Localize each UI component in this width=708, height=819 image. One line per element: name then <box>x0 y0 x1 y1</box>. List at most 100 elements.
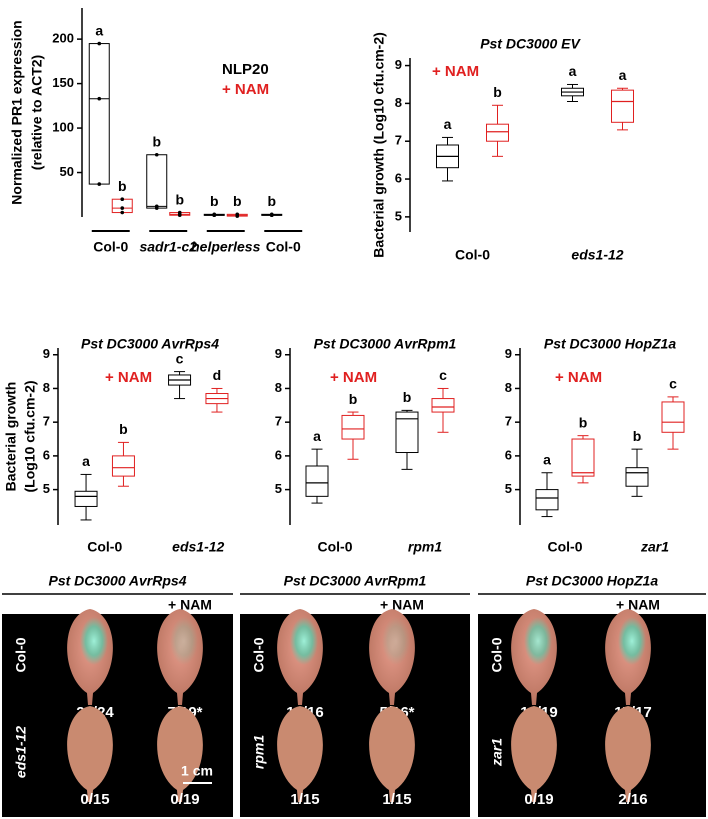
legend-label: + NAM <box>432 63 479 80</box>
leaf <box>67 706 113 802</box>
box <box>395 411 419 454</box>
significance-letter: a <box>95 22 103 38</box>
chart-title: Pst DC3000 AvrRpm1 <box>314 336 457 352</box>
photo-background <box>240 614 470 817</box>
significance-letter: b <box>633 428 642 444</box>
panel-title: Pst DC3000 HopZ1a <box>526 573 658 589</box>
point <box>120 210 125 215</box>
row-label: Col-0 <box>489 637 505 672</box>
y-tick-label: 200 <box>52 31 74 46</box>
y-tick-label: 6 <box>275 447 282 462</box>
chart-title: Pst DC3000 HopZ1a <box>544 336 676 352</box>
box <box>111 455 135 477</box>
leaf <box>277 706 323 802</box>
leaf <box>511 706 557 802</box>
x-tick-label: Col-0 <box>548 539 583 555</box>
point <box>97 182 102 186</box>
row-label: Col-0 <box>13 637 29 672</box>
y-tick-label: 8 <box>275 380 282 395</box>
box <box>486 123 509 142</box>
x-tick-label: rpm1 <box>408 539 442 555</box>
x-tick-label: helperless <box>191 239 260 255</box>
row-label: rpm1 <box>251 735 267 769</box>
treatment-label: + NAM <box>380 597 424 613</box>
significance-letter: a <box>543 451 551 467</box>
point <box>97 96 102 101</box>
y-tick-label: 8 <box>505 380 512 395</box>
y-tick-label: 7 <box>275 414 282 429</box>
point <box>154 152 159 157</box>
significance-letter: b <box>493 84 502 100</box>
y-axis-label: Normalized PR1 expression <box>9 20 25 204</box>
y-tick-label: 8 <box>395 95 402 110</box>
y-tick-label: 100 <box>52 120 74 135</box>
row-label: eds1-12 <box>13 726 29 778</box>
x-tick-label: Col-0 <box>93 239 128 255</box>
point <box>120 197 125 202</box>
significance-letter: b <box>119 421 128 437</box>
point <box>212 212 217 217</box>
significance-letter: b <box>349 391 358 407</box>
ratio-label: 0/15 <box>80 791 109 808</box>
ratio-label: 0/19 <box>170 791 199 808</box>
y-tick-label: 7 <box>505 414 512 429</box>
significance-letter: a <box>82 453 90 469</box>
significance-letter: b <box>267 193 276 209</box>
significance-letter: a <box>569 63 577 79</box>
chart-title: Pst DC3000 EV <box>480 36 581 52</box>
legend-label: + NAM <box>222 81 269 98</box>
y-tick-label: 5 <box>43 481 50 496</box>
y-tick-label: 9 <box>43 346 50 361</box>
row-label: zar1 <box>489 738 505 767</box>
y-tick-label: 7 <box>395 133 402 148</box>
range-box <box>146 154 168 209</box>
y-tick-label: 50 <box>60 164 74 179</box>
significance-letter: a <box>619 67 627 83</box>
y-tick-label: 5 <box>505 481 512 496</box>
x-tick-label: zar1 <box>640 539 669 555</box>
point <box>120 206 125 210</box>
significance-letter: b <box>403 389 412 405</box>
box <box>571 438 595 477</box>
leaf <box>157 706 203 802</box>
box <box>341 414 365 440</box>
point <box>269 212 274 217</box>
y-tick-label: 9 <box>395 57 402 72</box>
lesion-glow <box>618 617 646 665</box>
y-tick-label: 7 <box>43 414 50 429</box>
significance-letter: b <box>152 133 161 149</box>
point <box>177 210 182 215</box>
x-tick-label: Col-0 <box>266 239 301 255</box>
y-tick-label: 150 <box>52 75 74 90</box>
x-tick-label: eds1-12 <box>571 247 623 263</box>
y-tick-label: 5 <box>275 481 282 496</box>
treatment-label: + NAM <box>616 597 660 613</box>
ratio-label: 1/15 <box>382 791 411 808</box>
ratio-label: 0/19 <box>524 791 553 808</box>
row-label: Col-0 <box>251 637 267 672</box>
significance-letter: a <box>313 428 321 444</box>
range-box <box>88 43 110 185</box>
y-axis-label: Bacterial growth <box>3 382 19 492</box>
box <box>431 398 455 413</box>
panel-title: Pst DC3000 AvrRps4 <box>49 573 187 589</box>
x-tick-label: Col-0 <box>318 539 353 555</box>
box <box>535 489 559 511</box>
y-axis-label: (Log10 cfu.cm-2) <box>22 380 38 492</box>
box <box>661 401 685 433</box>
point <box>235 212 240 217</box>
significance-letter: c <box>176 350 184 366</box>
significance-letter: b <box>579 414 588 430</box>
scale-label: 1 cm <box>181 763 213 779</box>
range-box <box>111 198 133 214</box>
legend-label: + NAM <box>555 369 602 386</box>
box <box>611 89 634 123</box>
y-tick-label: 6 <box>395 170 402 185</box>
treatment-label: + NAM <box>168 597 212 613</box>
significance-letter: c <box>439 367 447 383</box>
point <box>154 204 159 209</box>
lesion-glow <box>290 617 318 665</box>
box <box>74 490 98 507</box>
significance-letter: b <box>175 191 184 207</box>
